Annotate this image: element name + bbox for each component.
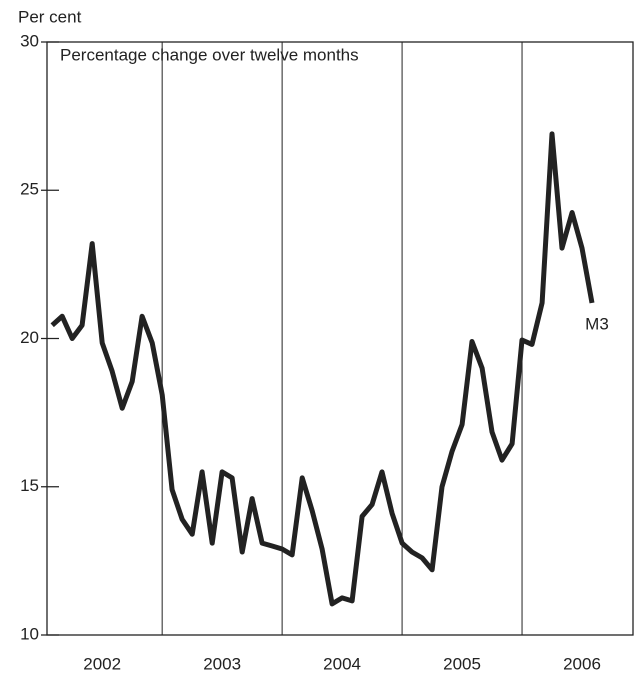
y-tick-label: 20 [20, 328, 39, 347]
x-tick-label: 2006 [563, 654, 601, 673]
chart-subtitle: Percentage change over twelve months [60, 45, 359, 64]
y-tick-label: 10 [20, 624, 39, 643]
y-axis-label: Per cent [18, 7, 82, 26]
x-tick-label: 2003 [203, 654, 241, 673]
series-label: M3 [585, 314, 609, 333]
plot-frame [46, 41, 634, 636]
x-tick-label: 2002 [83, 654, 121, 673]
y-tick-label: 15 [20, 476, 39, 495]
x-tick-label: 2004 [323, 654, 361, 673]
y-tick-label: 25 [20, 180, 39, 199]
y-tick-label: 30 [20, 31, 39, 50]
series-line [50, 131, 595, 607]
x-tick-label: 2005 [443, 654, 481, 673]
